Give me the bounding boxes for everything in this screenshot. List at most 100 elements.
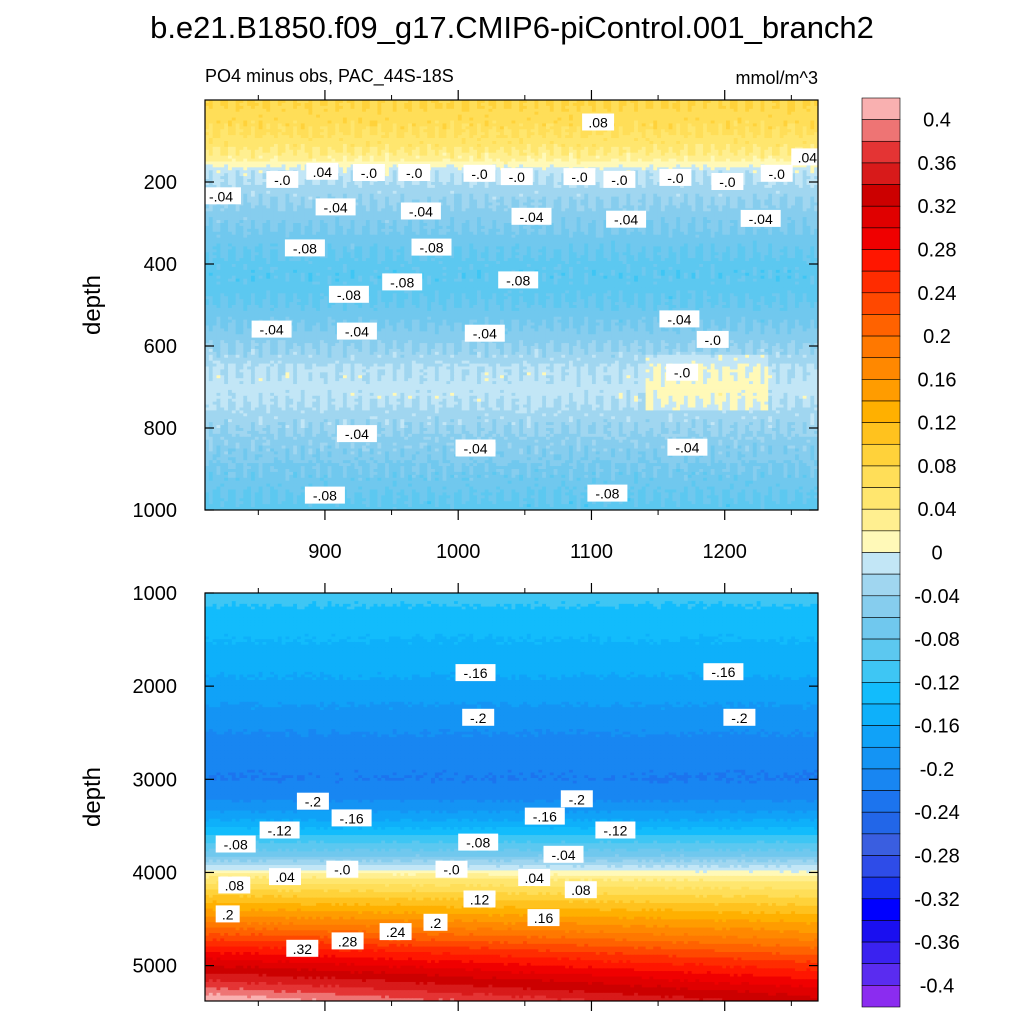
field-cell	[438, 117, 444, 122]
field-cell	[668, 100, 674, 104]
field-cell	[614, 111, 620, 116]
field-cell	[500, 138, 505, 142]
field-cell	[630, 111, 635, 116]
field-cell	[549, 108, 555, 113]
field-cell	[392, 138, 398, 142]
field-cell	[308, 100, 313, 104]
field-cell	[718, 108, 723, 113]
field-cell	[580, 135, 585, 139]
field-cell	[450, 117, 455, 122]
field-cell	[335, 141, 340, 145]
field-cell	[729, 114, 735, 119]
field-cell	[526, 120, 532, 125]
field-cell	[381, 108, 386, 113]
field-cell	[350, 126, 356, 130]
field-cell	[810, 126, 815, 130]
field-cell	[500, 102, 505, 107]
field-cell	[293, 117, 298, 122]
field-cell	[446, 105, 451, 110]
field-cell	[795, 111, 800, 116]
field-cell	[346, 126, 352, 130]
field-cell	[664, 117, 670, 122]
field-cell	[446, 126, 451, 130]
field-cell	[212, 141, 218, 145]
field-cell	[714, 132, 719, 136]
field-cell	[373, 100, 378, 104]
field-cell	[289, 111, 294, 116]
field-cell	[457, 129, 463, 133]
field-cell	[419, 138, 424, 142]
field-cell	[588, 138, 593, 142]
field-cell	[296, 102, 302, 107]
field-cell	[538, 132, 543, 136]
field-cell	[649, 108, 654, 113]
field-cell	[802, 102, 808, 107]
field-cell	[760, 132, 765, 136]
field-cell	[526, 135, 532, 139]
field-cell	[457, 126, 463, 130]
field-cell	[706, 111, 712, 116]
field-cell	[319, 100, 325, 104]
field-cell	[484, 138, 490, 142]
field-cell	[454, 123, 459, 127]
field-cell	[503, 120, 509, 125]
field-cell	[722, 105, 727, 110]
field-cell	[695, 129, 700, 133]
field-cell	[641, 120, 647, 125]
field-cell	[530, 105, 536, 110]
field-cell	[423, 138, 428, 142]
field-cell	[346, 129, 352, 133]
field-cell	[630, 126, 635, 130]
field-cell	[442, 117, 447, 122]
field-cell	[503, 126, 509, 130]
field-cell	[561, 108, 566, 113]
field-cell	[634, 108, 639, 113]
field-cell	[814, 100, 818, 104]
field-cell	[814, 135, 818, 139]
field-cell	[415, 135, 421, 139]
field-cell	[814, 129, 818, 133]
field-cell	[396, 108, 401, 113]
field-cell	[266, 138, 271, 142]
field-cell	[477, 126, 482, 130]
field-cell	[519, 132, 524, 136]
field-cell	[772, 102, 777, 107]
field-cell	[377, 135, 382, 139]
field-cell	[695, 111, 700, 116]
field-cell	[465, 102, 470, 107]
field-cell	[484, 135, 490, 139]
field-cell	[488, 138, 493, 142]
field-cell	[423, 117, 428, 122]
field-cell	[810, 102, 815, 107]
field-cell	[300, 132, 306, 136]
field-cell	[350, 114, 356, 119]
field-cell	[657, 102, 662, 107]
field-cell	[783, 132, 788, 136]
field-cell	[795, 135, 800, 139]
field-cell	[557, 114, 562, 119]
field-cell	[231, 102, 237, 107]
field-cell	[358, 108, 363, 113]
field-cell	[477, 100, 482, 104]
field-cell	[706, 120, 712, 125]
field-cell	[258, 102, 264, 107]
field-cell	[492, 126, 497, 130]
field-cell	[469, 102, 474, 107]
field-cell	[783, 123, 788, 127]
field-cell	[442, 111, 447, 116]
field-cell	[408, 138, 413, 142]
field-cell	[649, 100, 654, 104]
field-cell	[752, 105, 758, 110]
field-cell	[507, 126, 513, 130]
field-cell	[262, 102, 267, 107]
field-cell	[749, 102, 754, 107]
field-cell	[768, 135, 773, 139]
field-cell	[703, 100, 708, 104]
field-cell	[461, 123, 467, 127]
field-cell	[350, 108, 356, 113]
field-cell	[442, 108, 447, 113]
field-cell	[706, 135, 712, 139]
field-cell	[273, 111, 279, 116]
field-cell	[427, 105, 432, 110]
field-cell	[568, 132, 574, 136]
